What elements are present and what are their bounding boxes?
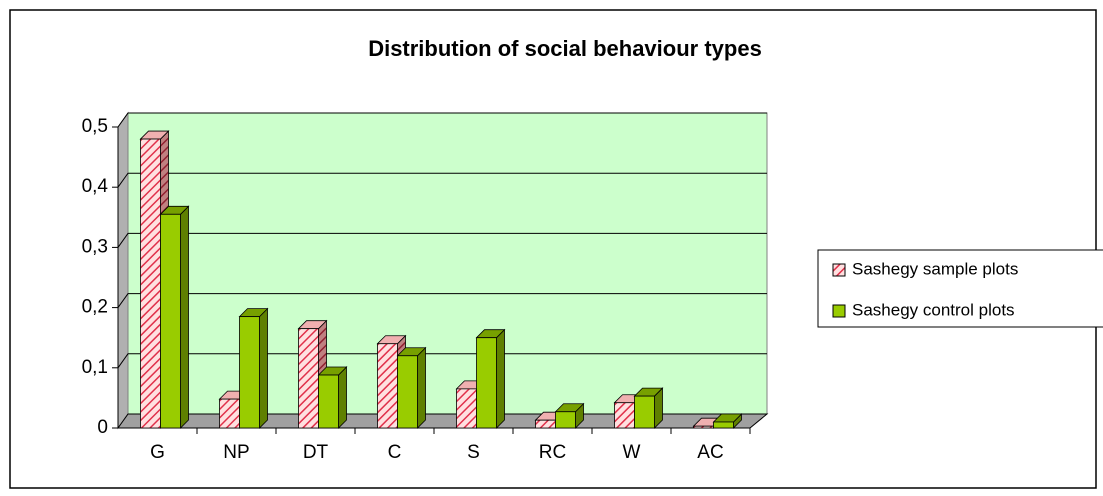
bar: [456, 388, 477, 429]
y-tick-label: 0,2: [82, 297, 108, 318]
y-tick-label: 0,1: [82, 357, 108, 378]
bar: [555, 411, 576, 429]
bar-side: [417, 346, 426, 429]
x-tick-label: S: [467, 442, 480, 463]
grid-line: [117, 112, 767, 128]
y-tick-label: 0,3: [82, 236, 108, 257]
bar: [713, 421, 734, 429]
chart-title: Distribution of social behaviour types: [368, 36, 762, 61]
x-tick-label: AC: [697, 442, 723, 463]
bar: [476, 337, 497, 429]
legend-label: Sashegy sample plots: [852, 259, 1018, 278]
bar: [634, 395, 655, 429]
bar-side: [259, 307, 268, 429]
bar: [318, 374, 339, 429]
side-wall: [117, 111, 129, 430]
back-wall: [127, 112, 768, 415]
grid-line: [117, 172, 767, 188]
y-tick-label: 0: [97, 417, 108, 438]
bar: [140, 138, 161, 429]
x-tick-label: C: [388, 442, 402, 463]
bar: [693, 425, 714, 429]
bar-side: [496, 328, 505, 429]
y-tick-label: 0,5: [82, 116, 108, 137]
y-tick-label: 0,4: [82, 176, 109, 197]
bar: [397, 355, 418, 429]
bar-side: [338, 366, 347, 429]
floor: [117, 413, 769, 429]
x-tick-label: W: [623, 442, 641, 463]
bar-side: [180, 205, 189, 429]
bar: [239, 316, 260, 429]
bar: [219, 398, 240, 429]
bar: [535, 419, 556, 429]
grid-line: [117, 293, 767, 308]
bar: [377, 343, 398, 429]
x-tick-label: DT: [303, 442, 329, 463]
x-tick-label: G: [150, 442, 165, 463]
x-tick-label: NP: [223, 442, 249, 463]
x-tick-label: RC: [539, 442, 566, 463]
grid-line: [117, 232, 767, 248]
bar: [160, 213, 181, 429]
legend: [817, 249, 1103, 328]
bar: [298, 328, 319, 429]
grid-line: [117, 353, 767, 369]
bar: [614, 402, 635, 429]
legend-swatch: [832, 304, 846, 318]
legend-swatch: [832, 263, 846, 277]
legend-label: Sashegy control plots: [852, 300, 1015, 319]
